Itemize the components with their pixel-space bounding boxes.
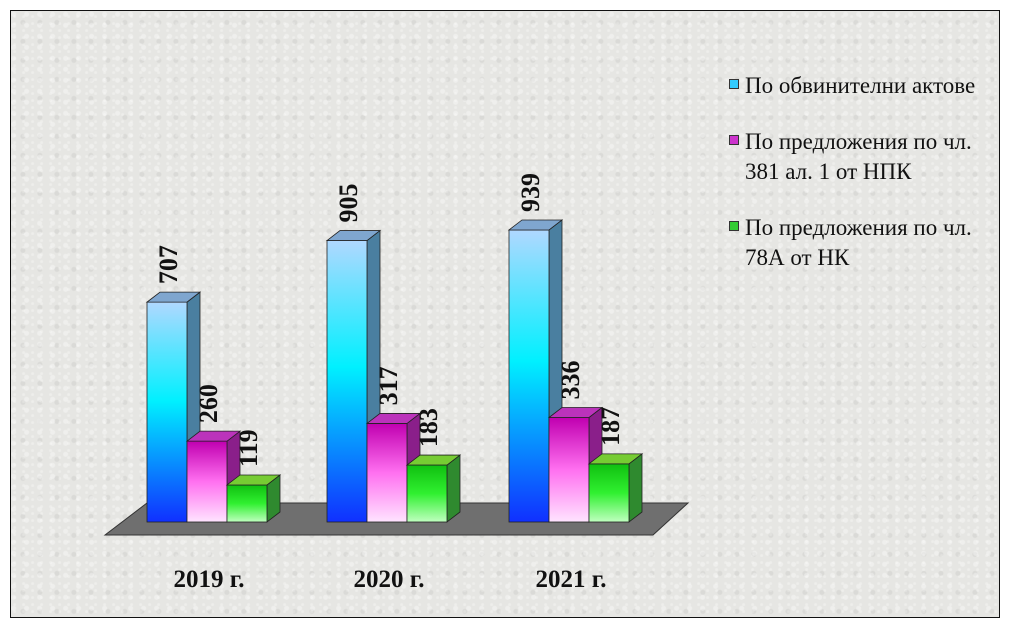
legend-item: По предложения по чл. 78А от НК — [729, 213, 999, 273]
legend-swatch — [729, 135, 739, 145]
data-labels-group: 707 260 119 905 317 183 939 336 187 — [154, 173, 625, 467]
bar-chart: 707 260 119 905 317 183 939 336 187 2019 г. 2020 … — [103, 173, 690, 593]
bar-front — [548, 417, 590, 523]
bar-3-2020 — [405, 454, 462, 523]
legend-swatch — [729, 79, 739, 89]
data-label: 119 — [234, 429, 263, 467]
legend: По обвинителни актове По предложения по ч… — [729, 71, 999, 299]
legend-item: По обвинителни актове — [729, 71, 999, 101]
bar-front — [588, 463, 630, 523]
bar-1-2020 — [325, 229, 382, 523]
category-label: 2021 г. — [535, 566, 606, 593]
bar-front — [406, 464, 448, 523]
data-label: 260 — [194, 384, 223, 423]
legend-label: По предложения по чл. 381 ал. 1 от НПК — [745, 129, 972, 184]
bar-front — [186, 440, 228, 523]
bar-front — [226, 484, 268, 523]
bar-top — [225, 474, 282, 486]
bar-front — [508, 229, 550, 523]
chart-frame: 707 260 119 905 317 183 939 336 187 2019 г. 2020 … — [10, 10, 1000, 618]
data-label: 707 — [154, 245, 183, 284]
bar-top — [325, 230, 382, 241]
data-label: 336 — [556, 361, 585, 400]
data-label: 183 — [414, 408, 443, 447]
category-labels-group: 2019 г. 2020 г. 2021 г. — [173, 566, 606, 593]
bar-3-2021 — [587, 453, 644, 523]
bars-group — [145, 219, 644, 523]
bar-top — [587, 453, 644, 465]
bar-top — [547, 407, 604, 418]
category-label: 2020 г. — [353, 566, 424, 593]
bar-top — [405, 454, 462, 466]
data-label: 187 — [596, 407, 625, 446]
bar-top — [507, 219, 564, 231]
bar-side — [628, 453, 643, 523]
legend-label: По предложения по чл. 78А от НК — [745, 215, 972, 270]
legend-item: По предложения по чл. 381 ал. 1 от НПК — [729, 127, 999, 187]
bar-side — [446, 454, 461, 523]
data-label: 939 — [516, 173, 545, 212]
bar-front — [326, 240, 368, 523]
legend-swatch — [729, 221, 739, 231]
data-label: 905 — [334, 184, 363, 223]
data-label: 317 — [374, 366, 403, 405]
bar-2-2020 — [365, 412, 422, 523]
bar-3-2019 — [225, 474, 282, 523]
legend-label: По обвинителни актове — [745, 73, 976, 98]
bar-top — [145, 291, 202, 303]
bar-front — [146, 301, 188, 523]
bar-top — [365, 413, 422, 424]
category-label: 2019 г. — [173, 566, 244, 593]
bar-top — [185, 430, 242, 442]
bar-front — [366, 423, 408, 523]
